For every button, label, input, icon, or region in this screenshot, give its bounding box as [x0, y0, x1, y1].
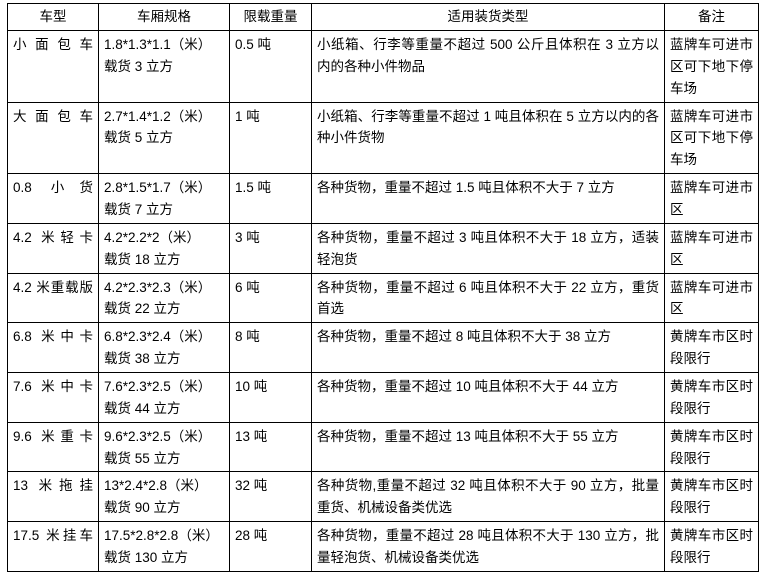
cell-remark: 黄牌车市区时段限行	[664, 421, 759, 473]
table-row: 6.8 米中卡 6.8*2.3*2.4（米） 载货 38 立方 8 吨 各种货物…	[7, 322, 759, 374]
cell-cargo-box-spec: 2.8*1.5*1.7（米） 载货 7 立方	[98, 173, 230, 224]
cell-vehicle-type: 小面包车	[7, 30, 99, 103]
spec-dimensions: 4.2*2.3*2.3（米）	[104, 279, 212, 295]
cell-cargo-box-spec: 6.8*2.3*2.4（米） 载货 38 立方	[98, 322, 230, 374]
spec-dimensions: 7.6*2.3*2.5（米）	[104, 379, 212, 395]
table-row: 9.6 米重卡 9.6*2.3*2.5（米） 载货 55 立方 13 吨 各种货…	[7, 421, 759, 473]
cell-cargo-type: 各种货物，重量不超过 10 吨且体积不大于 44 立方	[311, 372, 665, 423]
truck-spec-table: 车型 车厢规格 限载重量 适用装货类型 备注 小面包车 1.8*1.3*1.1（…	[7, 3, 759, 572]
spec-dimensions: 2.7*1.4*1.2（米）	[104, 108, 212, 124]
table-body: 小面包车 1.8*1.3*1.1（米） 载货 3 立方 0.5 吨 小纸箱、行李…	[7, 30, 759, 572]
cell-vehicle-type: 7.6 米中卡	[7, 372, 99, 423]
cell-vehicle-type: 6.8 米中卡	[7, 322, 99, 374]
cell-vehicle-type: 大面包车	[7, 101, 99, 175]
table-row: 7.6 米中卡 7.6*2.3*2.5（米） 载货 44 立方 10 吨 各种货…	[7, 372, 759, 423]
cell-load-limit: 28 吨	[229, 521, 312, 572]
column-header-cargo-box-spec: 车厢规格	[98, 3, 230, 31]
column-header-cargo-type: 适用装货类型	[311, 3, 665, 31]
cell-vehicle-type: 4.2 米轻卡	[7, 222, 99, 274]
spec-volume: 载货 44 立方	[104, 400, 181, 416]
cell-vehicle-type: 9.6 米重卡	[7, 421, 99, 473]
cell-vehicle-type: 13 米拖挂	[7, 471, 99, 523]
cell-load-limit: 32 吨	[229, 471, 312, 523]
cell-remark: 黄牌车市区时段限行	[664, 471, 759, 523]
column-header-load-limit: 限载重量	[229, 3, 312, 31]
cell-cargo-box-spec: 9.6*2.3*2.5（米） 载货 55 立方	[98, 421, 230, 473]
spec-dimensions: 13*2.4*2.8（米）	[104, 478, 208, 494]
cell-cargo-type: 小纸箱、行李等重量不超过 1 吨且体积在 5 立方以内的各种小件货物	[311, 101, 665, 175]
spec-dimensions: 2.8*1.5*1.7（米）	[104, 180, 212, 196]
spec-volume: 载货 55 立方	[104, 450, 181, 466]
cell-cargo-box-spec: 1.8*1.3*1.1（米） 载货 3 立方	[98, 30, 230, 103]
table-row: 4.2 米轻卡 4.2*2.2*2（米） 载货 18 立方 3 吨 各种货物，重…	[7, 222, 759, 274]
truck-spec-table-container: 车型 车厢规格 限载重量 适用装货类型 备注 小面包车 1.8*1.3*1.1（…	[7, 3, 759, 572]
cell-load-limit: 13 吨	[229, 421, 312, 473]
cell-vehicle-type: 17.5 米挂车	[7, 521, 99, 572]
spec-volume: 载货 18 立方	[104, 251, 181, 267]
spec-volume: 载货 90 立方	[104, 500, 181, 516]
cell-load-limit: 3 吨	[229, 222, 312, 274]
table-row: 17.5 米挂车 17.5*2.8*2.8（米） 载货 130 立方 28 吨 …	[7, 521, 759, 572]
cell-cargo-box-spec: 4.2*2.2*2（米） 载货 18 立方	[98, 222, 230, 274]
cell-remark: 蓝牌车可进市区	[664, 222, 759, 274]
spec-volume: 载货 130 立方	[104, 550, 189, 566]
cell-cargo-box-spec: 13*2.4*2.8（米） 载货 90 立方	[98, 471, 230, 523]
spec-volume: 载货 22 立方	[104, 301, 181, 317]
cell-load-limit: 8 吨	[229, 322, 312, 374]
cell-cargo-box-spec: 2.7*1.4*1.2（米） 载货 5 立方	[98, 101, 230, 175]
cell-remark: 黄牌车市区时段限行	[664, 372, 759, 423]
table-row: 4.2 米重载版 4.2*2.3*2.3（米） 载货 22 立方 6 吨 各种货…	[7, 272, 759, 324]
table-row: 13 米拖挂 13*2.4*2.8（米） 载货 90 立方 32 吨 各种货物,…	[7, 471, 759, 523]
cell-load-limit: 6 吨	[229, 272, 312, 324]
spec-volume: 载货 7 立方	[104, 202, 174, 218]
table-row: 大面包车 2.7*1.4*1.2（米） 载货 5 立方 1 吨 小纸箱、行李等重…	[7, 101, 759, 175]
cell-cargo-type: 各种货物，重量不超过 6 吨且体积不大于 22 立方，重货首选	[311, 272, 665, 324]
column-header-vehicle-type: 车型	[7, 3, 99, 31]
cell-remark: 蓝牌车可进市区	[664, 272, 759, 324]
cell-cargo-type: 各种货物，重量不超过 28 吨且体积不大于 130 立方，批量轻泡货、机械设备类…	[311, 521, 665, 572]
table-row: 0.8 小货 2.8*1.5*1.7（米） 载货 7 立方 1.5 吨 各种货物…	[7, 173, 759, 224]
cell-cargo-type: 各种货物,重量不超过 32 吨且体积不大于 90 立方，批量重货、机械设备类优选	[311, 471, 665, 523]
spec-dimensions: 17.5*2.8*2.8（米）	[104, 528, 219, 544]
cell-remark: 蓝牌车可进市区	[664, 173, 759, 224]
spec-volume: 载货 38 立方	[104, 351, 181, 367]
cell-remark: 黄牌车市区时段限行	[664, 521, 759, 572]
cell-cargo-type: 各种货物，重量不超过 8 吨且体积不大于 38 立方	[311, 322, 665, 374]
cell-cargo-type: 各种货物，重量不超过 13 吨且体积不大于 55 立方	[311, 421, 665, 473]
cell-load-limit: 0.5 吨	[229, 30, 312, 103]
cell-cargo-box-spec: 17.5*2.8*2.8（米） 载货 130 立方	[98, 521, 230, 572]
cell-vehicle-type: 0.8 小货	[7, 173, 99, 224]
cell-cargo-box-spec: 7.6*2.3*2.5（米） 载货 44 立方	[98, 372, 230, 423]
cell-load-limit: 1 吨	[229, 101, 312, 175]
cell-cargo-box-spec: 4.2*2.3*2.3（米） 载货 22 立方	[98, 272, 230, 324]
cell-cargo-type: 小纸箱、行李等重量不超过 500 公斤且体积在 3 立方以内的各种小件物品	[311, 30, 665, 103]
spec-dimensions: 6.8*2.3*2.4（米）	[104, 329, 212, 345]
spec-volume: 载货 5 立方	[104, 130, 174, 146]
spec-volume: 载货 3 立方	[104, 58, 174, 74]
table-header: 车型 车厢规格 限载重量 适用装货类型 备注	[7, 3, 759, 31]
cell-remark: 蓝牌车可进市区可下地下停车场	[664, 30, 759, 103]
table-row: 小面包车 1.8*1.3*1.1（米） 载货 3 立方 0.5 吨 小纸箱、行李…	[7, 30, 759, 103]
cell-cargo-type: 各种货物，重量不超过 3 吨且体积不大于 18 立方，适装轻泡货	[311, 222, 665, 274]
cell-remark: 黄牌车市区时段限行	[664, 322, 759, 374]
spec-dimensions: 4.2*2.2*2（米）	[104, 229, 201, 245]
cell-cargo-type: 各种货物，重量不超过 1.5 吨且体积不大于 7 立方	[311, 173, 665, 224]
cell-remark: 蓝牌车可进市区可下地下停车场	[664, 101, 759, 175]
spec-dimensions: 1.8*1.3*1.1（米）	[104, 37, 212, 52]
spec-dimensions: 9.6*2.3*2.5（米）	[104, 428, 212, 444]
table-header-row: 车型 车厢规格 限载重量 适用装货类型 备注	[7, 3, 759, 31]
cell-load-limit: 1.5 吨	[229, 173, 312, 224]
column-header-remark: 备注	[664, 3, 759, 31]
cell-load-limit: 10 吨	[229, 372, 312, 423]
cell-vehicle-type: 4.2 米重载版	[7, 272, 99, 324]
